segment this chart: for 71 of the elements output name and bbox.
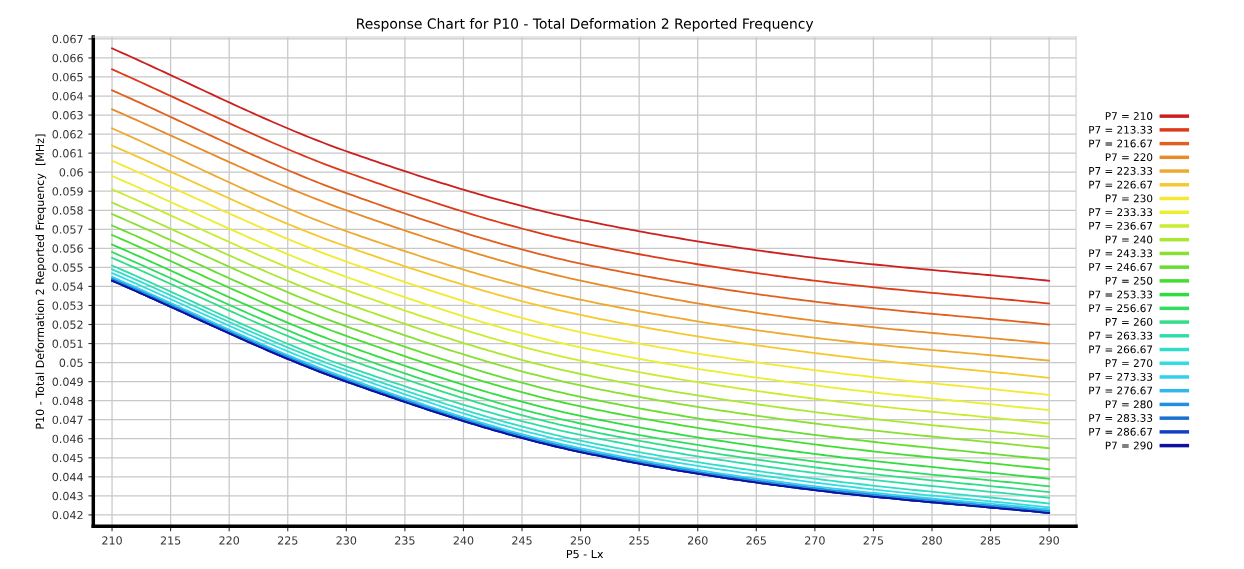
legend-label: P7 = 246.67 [1089, 263, 1153, 271]
y-tick-label: 0.047 [52, 415, 83, 425]
y-axis-title: P10 - Total Deformation 2 Reported Frequency [MHz] [35, 134, 47, 429]
legend-label: P7 = 223.33 [1089, 166, 1153, 175]
y-tick-label: 0.043 [52, 491, 83, 501]
x-tick-label: 260 [687, 536, 708, 545]
legend-label: P7 = 280 [1105, 400, 1153, 409]
y-tick-label: 0.055 [52, 263, 83, 272]
y-tick-label: 0.057 [52, 225, 83, 234]
legend-label: P7 = 243.33 [1089, 249, 1153, 258]
x-tick-label: 250 [570, 536, 591, 545]
chart-title: Response Chart for P10 - Total Deformation 2 Reported Frequency [357, 18, 814, 32]
y-tick-label: 0.042 [52, 510, 83, 520]
y-tick-label: 0.067 [52, 34, 83, 44]
y-tick-label: 0.06 [59, 168, 83, 177]
x-tick-label: 275 [863, 536, 884, 545]
legend-label: P7 = 226.67 [1089, 180, 1153, 189]
legend-label: P7 = 233.33 [1089, 208, 1153, 217]
legend-label: P7 = 236.67 [1089, 221, 1153, 230]
y-tick-label: 0.066 [52, 53, 83, 63]
legend-label: P7 = 240 [1105, 235, 1153, 244]
legend-label: P7 = 276.67 [1089, 386, 1153, 395]
x-tick-label: 255 [629, 536, 649, 545]
y-tick-label: 0.044 [52, 472, 83, 482]
x-tick-label: 215 [160, 536, 181, 545]
x-tick-label: 240 [453, 536, 474, 545]
legend-label: P7 = 213.33 [1089, 125, 1153, 134]
y-tick-label: 0.056 [52, 244, 83, 253]
legend-label: P7 = 253.33 [1089, 290, 1153, 299]
legend-label: P7 = 263.33 [1089, 331, 1153, 340]
y-tick-label: 0.046 [52, 434, 83, 444]
y-tick-label: 0.052 [52, 320, 83, 329]
legend-label: P7 = 266.67 [1089, 345, 1153, 354]
x-tick-label: 265 [746, 536, 766, 545]
legend-label: P7 = 230 [1105, 194, 1153, 203]
legend-label: P7 = 260 [1105, 317, 1153, 326]
x-tick-label: 290 [1039, 536, 1059, 545]
y-tick-label: 0.064 [52, 91, 83, 101]
legend-label: P7 = 286.67 [1089, 427, 1153, 436]
y-tick-label: 0.05 [59, 358, 83, 367]
y-tick-label: 0.053 [52, 301, 83, 310]
y-tick-label: 0.049 [52, 377, 83, 386]
x-tick-label: 245 [512, 536, 532, 545]
legend-label: P7 = 290 [1105, 441, 1153, 450]
y-tick-label: 0.059 [52, 187, 83, 196]
y-tick-label: 0.058 [52, 206, 83, 215]
x-tick-label: 285 [980, 536, 1001, 545]
y-tick-label: 0.051 [52, 339, 83, 348]
legend-label: P7 = 250 [1105, 276, 1153, 285]
x-tick-label: 225 [277, 536, 298, 545]
legend-label: P7 = 210 [1105, 112, 1153, 120]
y-tick-label: 0.048 [52, 396, 83, 406]
legend-label: P7 = 256.67 [1089, 304, 1153, 313]
x-tick-label: 235 [395, 536, 415, 545]
y-tick-label: 0.054 [52, 282, 83, 291]
legend-label: P7 = 273.33 [1089, 372, 1153, 381]
x-tick-label: 220 [219, 536, 240, 545]
y-tick-label: 0.061 [52, 149, 83, 158]
x-tick-label: 210 [102, 536, 122, 545]
x-tick-label: 280 [922, 536, 942, 545]
legend-label: P7 = 283.33 [1089, 414, 1153, 422]
x-tick-label: 270 [805, 536, 825, 545]
y-tick-label: 0.065 [52, 72, 83, 82]
y-tick-label: 0.062 [52, 130, 83, 139]
legend-label: P7 = 270 [1105, 359, 1153, 368]
y-tick-label: 0.045 [52, 453, 83, 463]
legend-label: P7 = 220 [1105, 153, 1153, 162]
legend-label: P7 = 216.67 [1089, 139, 1153, 148]
y-tick-label: 0.063 [52, 111, 83, 120]
x-tick-label: 230 [336, 536, 357, 545]
x-axis-title: P5 - Lx [566, 549, 604, 559]
